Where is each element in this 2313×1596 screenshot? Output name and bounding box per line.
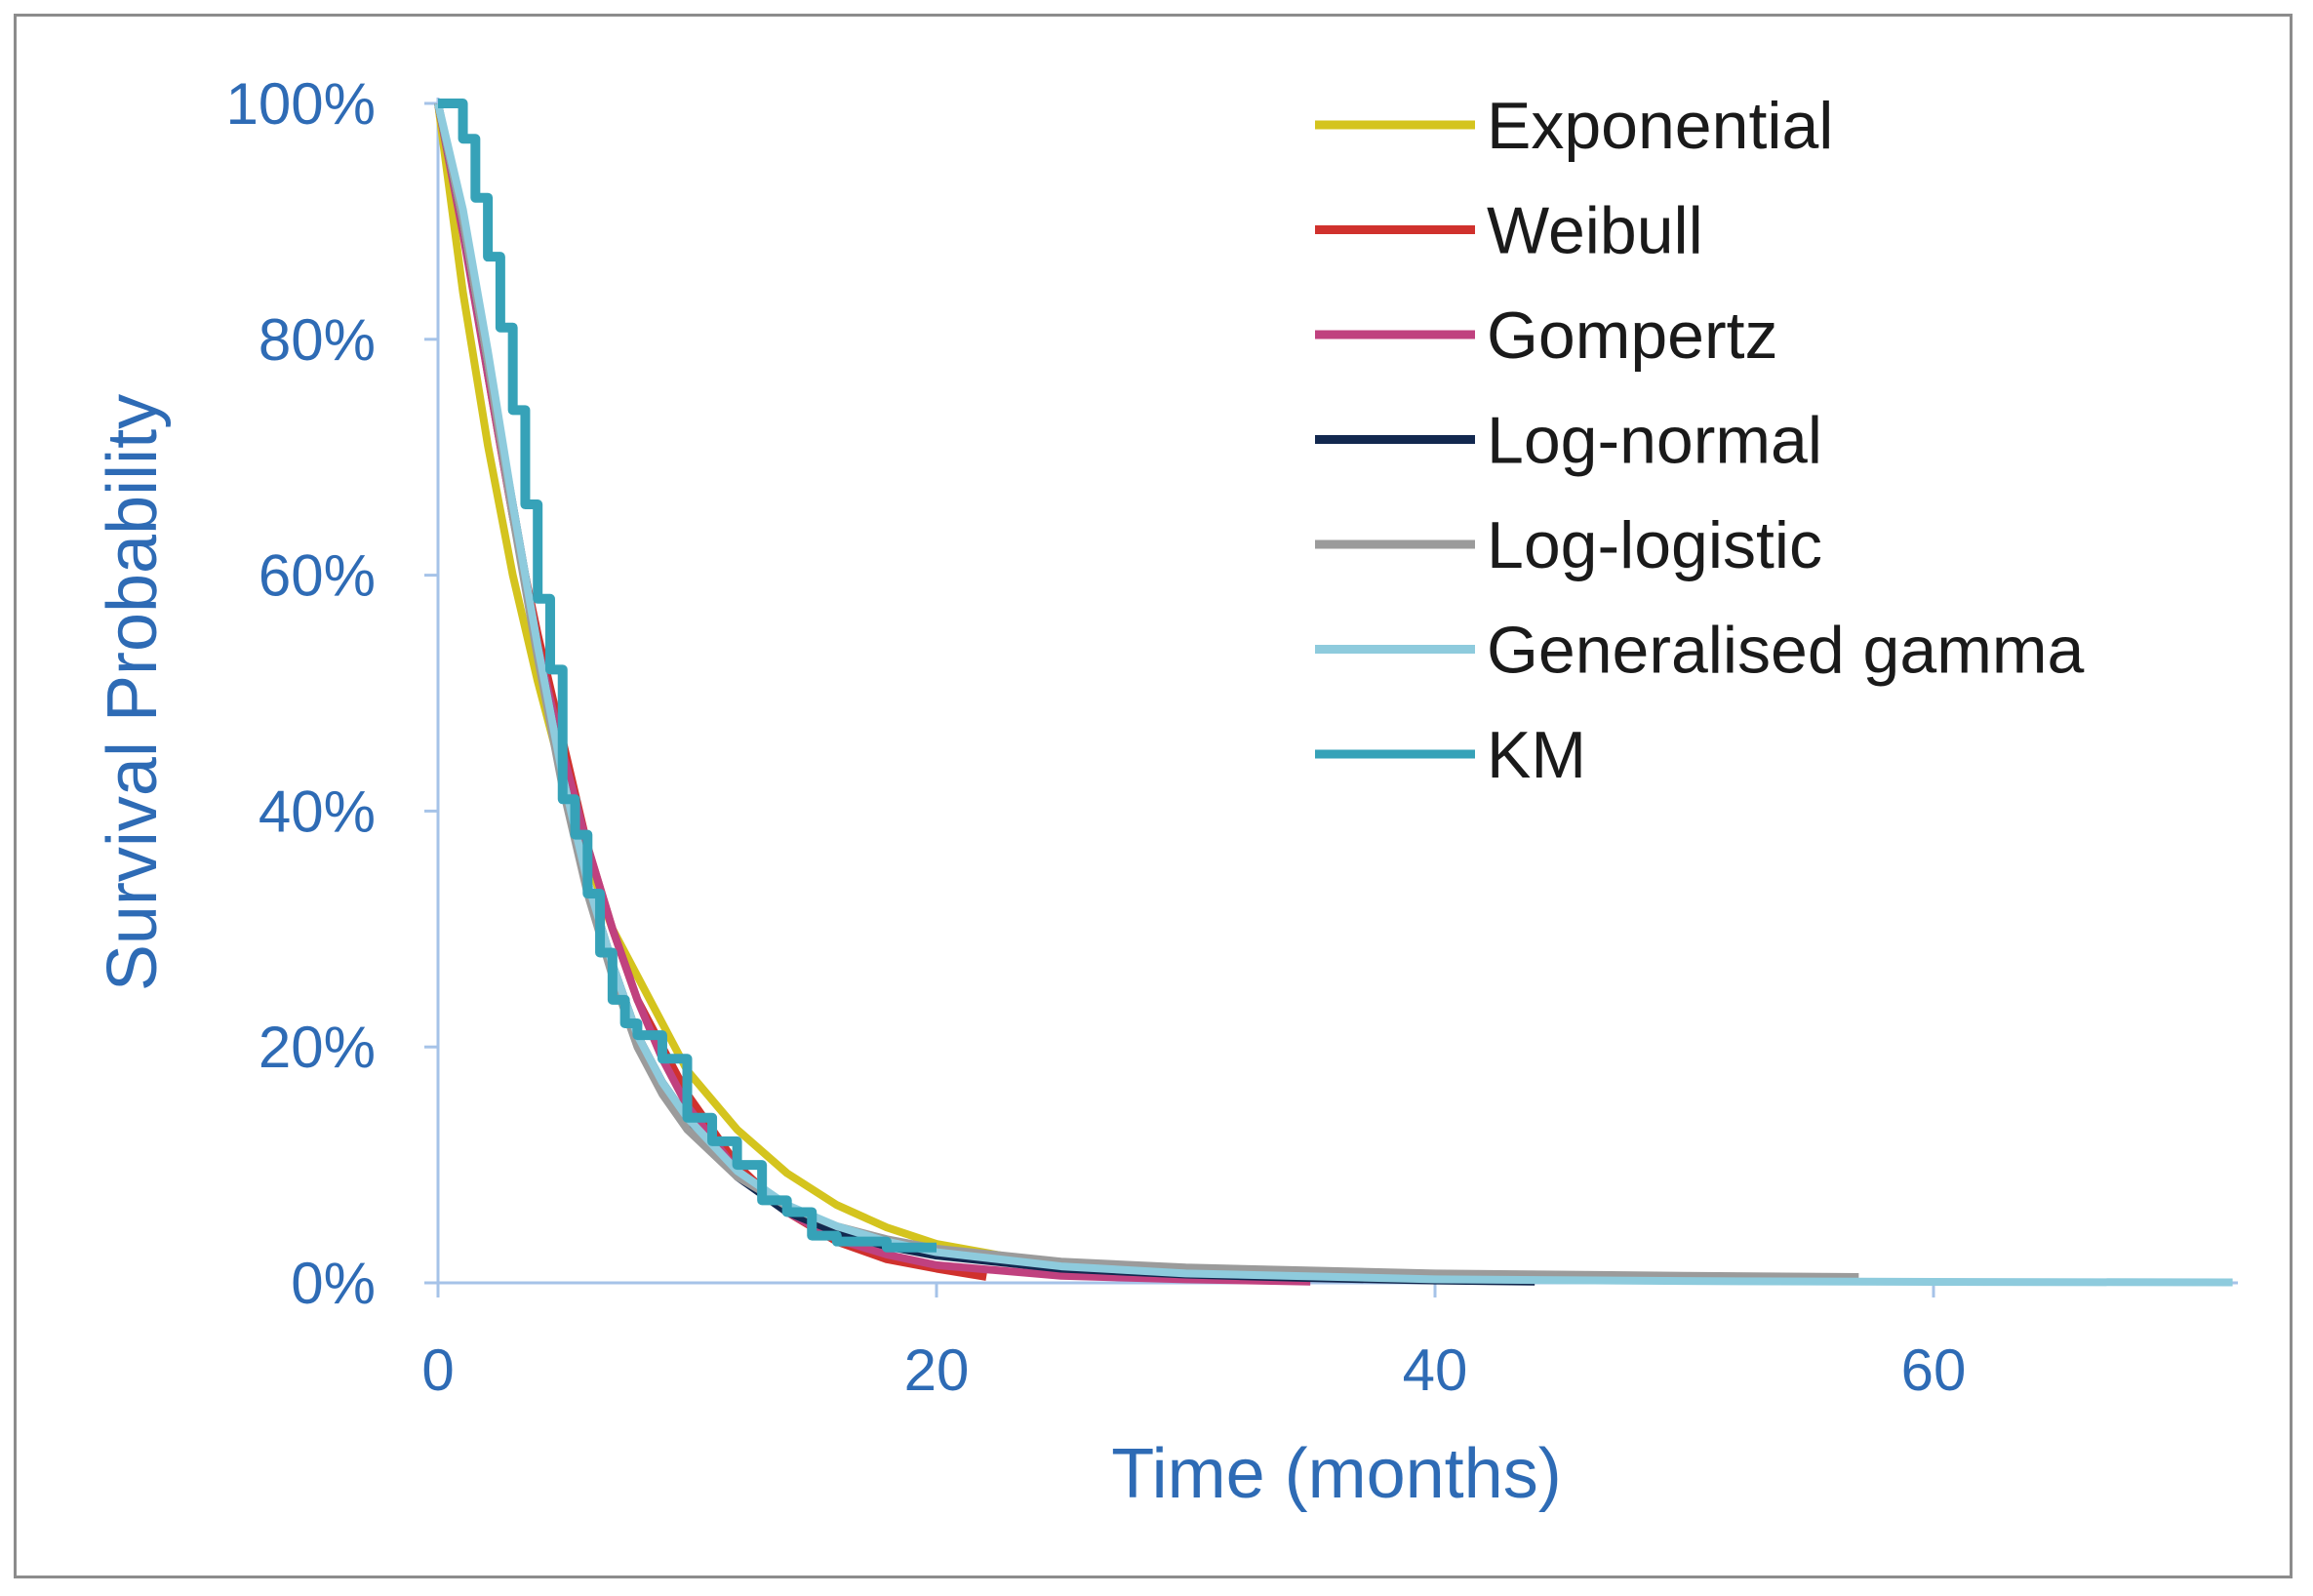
legend-label: Gompertz	[1487, 299, 1778, 373]
series-line-exponential	[434, 102, 1186, 1280]
y-tick-label: 0%	[291, 1251, 376, 1316]
series-line-log-logistic	[434, 102, 1859, 1281]
legend-label: Log-normal	[1487, 404, 1822, 478]
x-tick-label: 40	[1403, 1337, 1468, 1403]
legend-label: Weibull	[1487, 194, 1703, 268]
x-tick-label: 0	[421, 1337, 454, 1403]
y-tick-label: 100%	[226, 71, 376, 137]
x-tick-label: 60	[1901, 1337, 1967, 1403]
series-line-gompertz	[434, 102, 1311, 1286]
series-line-log-normal	[434, 102, 1535, 1286]
y-axis-title: Survival Probability	[94, 394, 172, 991]
legend-label: Generalised gamma	[1487, 614, 2084, 688]
y-tick-label: 80%	[259, 307, 376, 373]
x-axis-title: Time (months)	[1111, 1435, 1561, 1513]
legend-label: Log-logistic	[1487, 508, 1822, 582]
y-tick-label: 40%	[259, 778, 376, 844]
series-line-km	[438, 99, 937, 1253]
legend-label: Exponential	[1487, 89, 1833, 163]
y-tick-label: 60%	[259, 543, 376, 609]
x-tick-label: 20	[904, 1337, 970, 1403]
series-line-generalised-gamma	[434, 102, 2233, 1287]
y-tick-label: 20%	[259, 1015, 376, 1080]
chart-frame	[14, 14, 2293, 1578]
legend-label: KM	[1487, 718, 1586, 792]
